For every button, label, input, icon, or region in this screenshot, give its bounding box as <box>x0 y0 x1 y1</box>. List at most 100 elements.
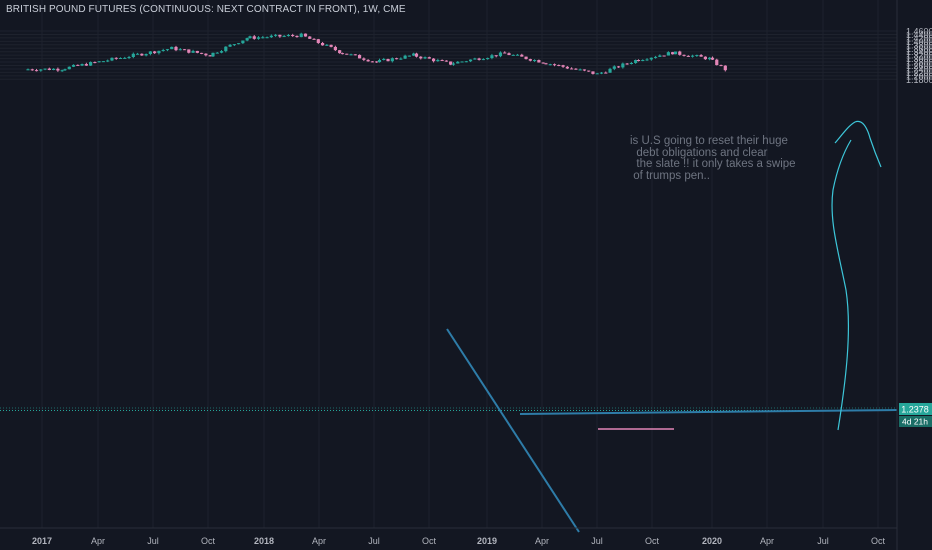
candle-body <box>436 60 440 62</box>
candle-body <box>528 59 532 61</box>
candle-body <box>625 63 629 65</box>
candle-body <box>123 57 127 59</box>
price-tick-label: 1.2200 <box>906 68 932 78</box>
time-tick-label: 2019 <box>477 536 497 546</box>
candle-body <box>320 42 325 46</box>
candle-body <box>200 52 204 54</box>
candle-body <box>616 66 621 68</box>
candle-body <box>587 70 591 72</box>
candle-body <box>498 52 503 57</box>
candle-body <box>26 69 30 71</box>
candle-body <box>135 53 140 55</box>
candle-body <box>503 52 507 54</box>
candle-body <box>375 61 379 63</box>
candle-body <box>511 54 515 56</box>
candle-body <box>114 57 118 59</box>
price-tick-label: 1.3800 <box>906 40 932 50</box>
candle-body <box>148 51 152 55</box>
candle-body <box>541 62 545 64</box>
candle-body <box>515 54 520 56</box>
candle-body <box>377 59 382 63</box>
last-price-value: 1.2378 <box>901 405 929 415</box>
price-tick-label: 1.4600 <box>906 27 932 37</box>
time-axis[interactable]: 2017 Apr Jul Oct 2018 Apr Jul Oct 2019 Apr Jul Oct 2… <box>32 536 886 546</box>
time-tick-label: Oct <box>201 536 216 546</box>
candle-body <box>460 61 464 63</box>
price-tick-label: 1.3200 <box>906 51 932 61</box>
hand-drawn-arrow-head <box>834 120 882 168</box>
candle-body <box>524 56 528 60</box>
candle-body <box>286 35 291 37</box>
candle-body <box>333 46 337 51</box>
candle-body <box>544 63 548 65</box>
price-tick-label: 1.4000 <box>906 37 932 47</box>
candle-body <box>366 59 370 62</box>
candle-body <box>71 64 76 67</box>
candle-body <box>161 49 165 51</box>
candle-body <box>265 37 269 39</box>
candle-body <box>634 60 638 63</box>
candle-body <box>340 53 345 55</box>
candle-body <box>349 54 353 56</box>
candle-body <box>708 57 712 60</box>
candle-body <box>303 33 308 37</box>
candle-body <box>641 60 645 62</box>
candle-body <box>144 54 148 56</box>
trendline <box>446 328 580 533</box>
candle-body <box>382 58 386 60</box>
candle-body <box>282 35 286 37</box>
candle-body <box>595 73 599 75</box>
candle-body <box>325 44 329 46</box>
time-tick-label: Oct <box>645 536 660 546</box>
candle-body <box>621 63 625 68</box>
candle-body <box>170 46 174 50</box>
candle-body <box>204 53 208 56</box>
time-tick-label: Apr <box>760 536 774 546</box>
candle-body <box>165 49 170 51</box>
candle-body <box>427 57 431 59</box>
candle-body <box>353 54 357 56</box>
candle-body <box>312 38 316 40</box>
candle-body <box>101 61 106 63</box>
time-tick-label: Apr <box>535 536 549 546</box>
candle-body <box>686 55 690 57</box>
candle-body <box>570 68 574 70</box>
candle-body <box>131 53 135 58</box>
chart-title: BRITISH POUND FUTURES (CONTINUOUS: NEXT … <box>6 4 406 15</box>
annotation-text: is U.S going to reset their huge debt ob… <box>630 135 796 182</box>
candle-body <box>629 62 633 64</box>
candle-body <box>690 55 695 57</box>
candle-body <box>477 58 481 60</box>
price-axis[interactable]: 1.46001.44001.42001.40001.38001.36001.34… <box>906 27 932 85</box>
price-tick-label: 1.2600 <box>906 61 932 71</box>
price-tick-label: 1.3000 <box>906 54 932 64</box>
time-tick-label: Oct <box>871 536 886 546</box>
countdown-value: 4d 21h <box>902 417 928 427</box>
candle-body <box>565 66 569 69</box>
candle-body <box>444 60 448 62</box>
candle-body <box>93 62 97 64</box>
candle-body <box>673 51 678 55</box>
candle-body <box>440 60 444 62</box>
candle-body <box>574 68 578 70</box>
candle-body <box>34 70 39 72</box>
candle-body <box>256 37 261 39</box>
candle-body <box>682 54 686 56</box>
candle-body <box>237 43 241 45</box>
candle-body <box>537 60 541 63</box>
candle-body <box>719 65 723 67</box>
candle-body <box>191 50 195 53</box>
candle-body <box>666 52 670 56</box>
price-tick-label: 1.2000 <box>906 71 932 81</box>
candle-body <box>419 56 423 59</box>
time-tick-label: Oct <box>422 536 437 546</box>
price-tick-label: 1.1800 <box>906 75 932 85</box>
candle-body <box>599 72 604 74</box>
candle-body <box>412 53 416 56</box>
candle-body <box>30 69 34 71</box>
candle-body <box>678 51 682 55</box>
candle-body <box>219 51 224 53</box>
candle-body <box>390 58 394 62</box>
